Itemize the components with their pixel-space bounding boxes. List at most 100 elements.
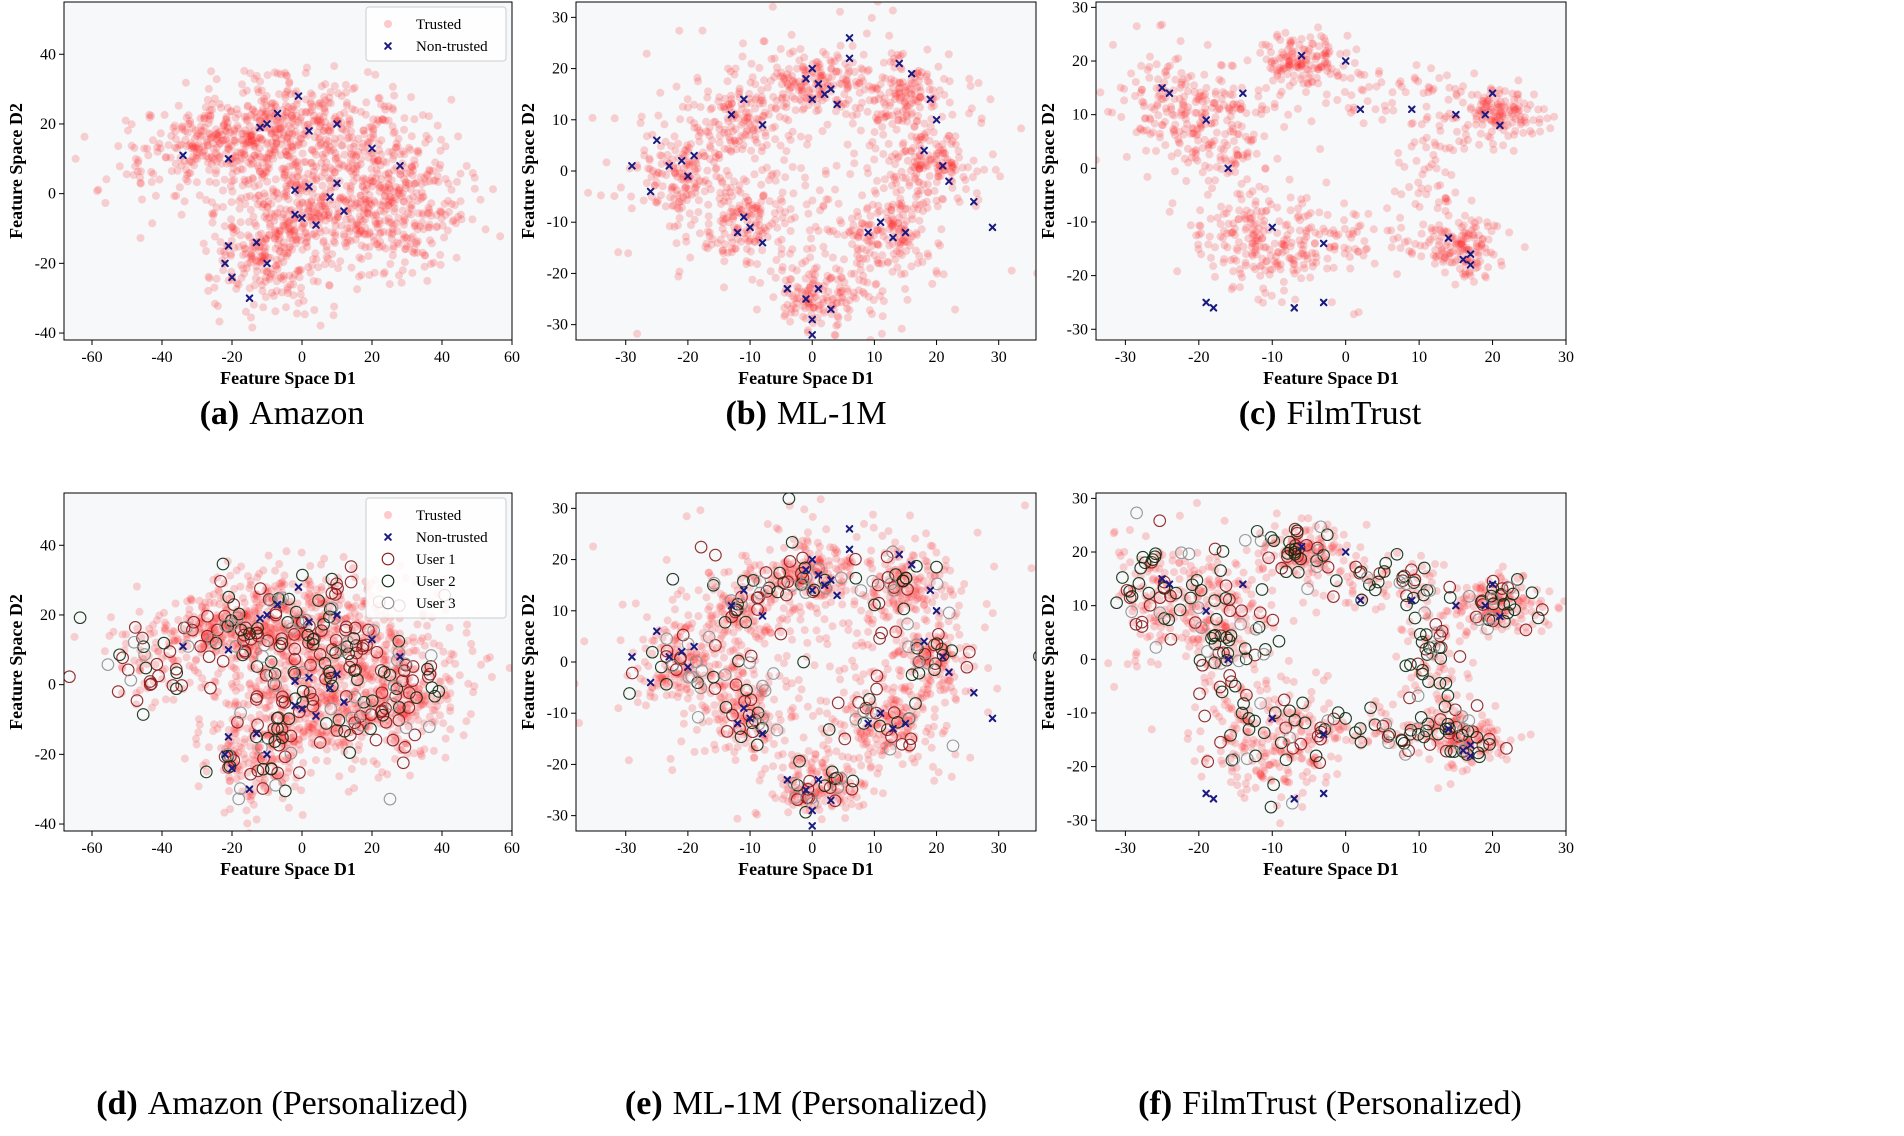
trusted-point	[1211, 87, 1220, 96]
trusted-point	[888, 6, 897, 15]
trusted-point	[260, 189, 269, 198]
trusted-point	[1211, 90, 1220, 99]
trusted-point	[1340, 224, 1349, 233]
trusted-point	[1436, 142, 1445, 151]
trusted-point	[808, 244, 817, 253]
trusted-point	[241, 200, 250, 209]
trusted-point	[298, 199, 307, 207]
trusted-point	[1474, 106, 1483, 115]
trusted-point	[1451, 234, 1460, 243]
trusted-point	[272, 623, 281, 632]
trusted-point	[419, 210, 428, 219]
trusted-point	[1184, 103, 1193, 112]
trusted-point	[1137, 61, 1146, 70]
trusted-point	[1429, 251, 1438, 260]
trusted-point	[365, 243, 374, 251]
trusted-point	[150, 644, 159, 653]
trusted-point	[222, 134, 231, 143]
trusted-point	[1461, 124, 1470, 133]
trusted-point	[1248, 231, 1257, 240]
trusted-point	[1192, 231, 1201, 240]
trusted-point	[340, 232, 349, 241]
trusted-point	[427, 199, 436, 208]
trusted-point	[833, 51, 842, 60]
trusted-point	[302, 234, 311, 243]
trusted-point	[871, 144, 880, 153]
trusted-point	[896, 205, 904, 214]
trusted-point	[890, 95, 899, 104]
trusted-point	[1243, 152, 1252, 161]
trusted-point	[917, 225, 926, 234]
trusted-point	[264, 551, 273, 560]
trusted-point	[1275, 66, 1284, 75]
trusted-point	[1500, 103, 1509, 112]
non-trusted-point	[926, 95, 935, 104]
trusted-point	[1142, 146, 1151, 155]
trusted-point	[1157, 120, 1166, 129]
trusted-point	[811, 222, 820, 231]
trusted-point	[288, 179, 297, 188]
trusted-point	[385, 280, 394, 289]
trusted-point	[805, 270, 814, 279]
trusted-point	[190, 143, 199, 152]
trusted-point	[410, 222, 419, 231]
non-trusted-point	[684, 172, 692, 180]
trusted-point	[243, 112, 251, 121]
trusted-point	[371, 210, 380, 219]
trusted-point	[242, 307, 250, 316]
trusted-point	[281, 111, 290, 120]
x-tick-label: 0	[1342, 349, 1350, 366]
trusted-point	[1325, 242, 1334, 251]
trusted-point	[212, 75, 221, 84]
trusted-point	[167, 167, 176, 176]
trusted-point	[848, 240, 857, 249]
trusted-point	[1363, 244, 1371, 253]
trusted-point	[253, 267, 261, 276]
trusted-point	[365, 123, 374, 132]
trusted-point	[243, 259, 252, 268]
trusted-point	[207, 133, 216, 141]
trusted-point	[249, 142, 258, 151]
trusted-point	[1312, 73, 1321, 82]
trusted-point	[392, 195, 401, 204]
trusted-point	[837, 273, 846, 282]
trusted-point	[940, 74, 948, 83]
trusted-point	[813, 313, 822, 322]
trusted-point	[900, 269, 909, 278]
trusted-point	[910, 152, 919, 161]
trusted-point	[724, 171, 733, 180]
trusted-point	[331, 154, 340, 162]
trusted-point	[1157, 94, 1166, 103]
trusted-point	[1515, 106, 1524, 115]
trusted-point	[265, 113, 273, 122]
trusted-point	[727, 352, 735, 360]
trusted-point	[330, 302, 339, 311]
trusted-point	[237, 261, 246, 270]
trusted-point	[369, 157, 378, 166]
trusted-point	[845, 227, 854, 236]
trusted-point	[728, 238, 737, 247]
caption-text: Amazon	[249, 395, 364, 432]
trusted-point	[954, 147, 963, 156]
trusted-point	[1300, 251, 1309, 260]
trusted-point	[130, 143, 139, 152]
trusted-point	[245, 284, 254, 293]
trusted-point	[1277, 87, 1286, 96]
trusted-point	[131, 162, 140, 171]
trusted-point	[288, 113, 297, 122]
trusted-point	[1526, 100, 1535, 109]
trusted-point	[204, 141, 212, 150]
trusted-point	[908, 232, 917, 241]
trusted-point	[337, 221, 346, 230]
trusted-point	[308, 91, 317, 100]
trusted-point	[1122, 152, 1131, 161]
trusted-point	[757, 197, 766, 206]
trusted-point	[244, 138, 253, 147]
trusted-point	[385, 192, 394, 201]
trusted-point	[280, 571, 289, 580]
trusted-point	[131, 154, 140, 163]
trusted-point	[283, 289, 292, 298]
trusted-point	[273, 69, 282, 78]
trusted-point	[1499, 141, 1508, 150]
trusted-point	[1147, 103, 1156, 112]
